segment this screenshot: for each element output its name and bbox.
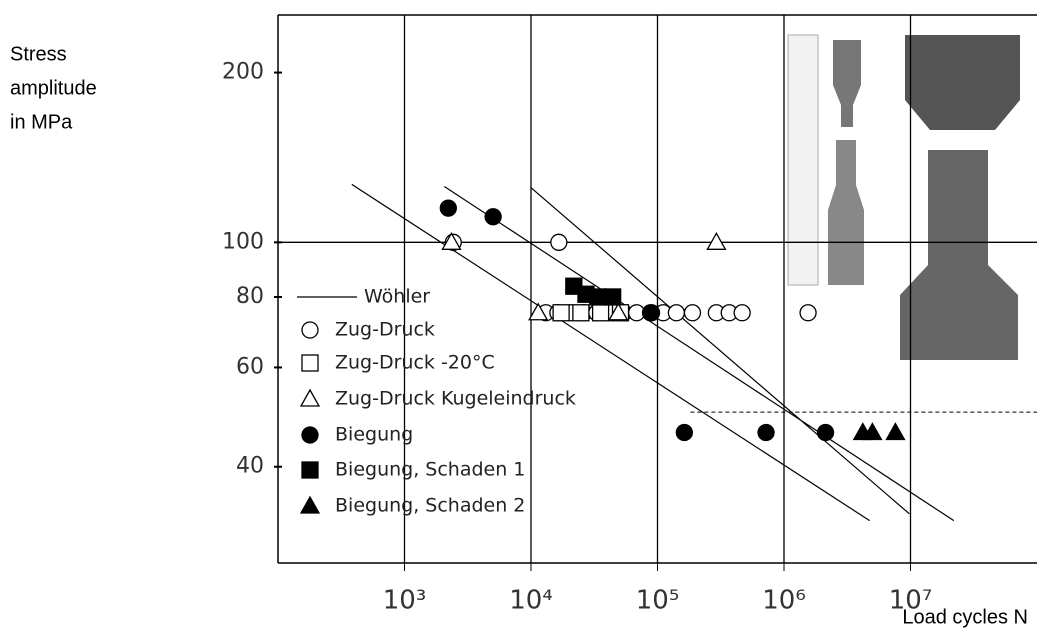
- point: [441, 232, 462, 250]
- legend-label: Zug-Druck Kugeleindruck: [335, 388, 576, 410]
- legend-swatch: [299, 388, 321, 407]
- point: [589, 288, 607, 306]
- point: [642, 304, 661, 322]
- legend-swatch: [301, 461, 319, 479]
- x-tick-label: 10⁷: [889, 586, 933, 616]
- point: [608, 302, 629, 321]
- y-axis-label: Stress: [10, 43, 67, 65]
- point: [757, 423, 775, 442]
- point: [675, 423, 693, 442]
- legend-label: Zug-Druck: [335, 319, 435, 341]
- point: [439, 199, 457, 217]
- x-tick-label: 10⁵: [636, 586, 680, 616]
- y-tick-label: 80: [236, 284, 264, 309]
- legend-swatch: [301, 426, 319, 444]
- legend-swatch: [299, 495, 321, 514]
- wohler-line: [351, 183, 955, 522]
- point: [591, 304, 610, 322]
- point: [484, 208, 502, 226]
- legend-label: Biegung, Schaden 1: [335, 459, 525, 481]
- y-axis-label: amplitude: [10, 77, 97, 99]
- y-tick-label: 40: [236, 454, 264, 479]
- legend-swatch: [301, 321, 319, 339]
- x-axis-label: Load cycles N: [902, 606, 1028, 628]
- point: [528, 302, 549, 321]
- point: [799, 304, 817, 322]
- specimen-photo: [787, 34, 1020, 360]
- point: [550, 233, 568, 251]
- point: [885, 422, 906, 441]
- y-axis-label: in MPa: [10, 111, 73, 133]
- y-tick-label: 200: [222, 60, 264, 85]
- legend-swatch: [301, 354, 319, 372]
- point: [816, 423, 835, 442]
- point: [683, 304, 702, 322]
- point: [552, 304, 570, 322]
- x-tick-label: 10³: [383, 586, 427, 616]
- legend-label: Wöhler: [364, 286, 430, 308]
- y-tick-label: 60: [236, 354, 264, 379]
- point: [572, 304, 590, 322]
- point: [706, 232, 727, 250]
- point: [603, 288, 622, 306]
- point: [667, 304, 686, 322]
- point: [862, 422, 883, 441]
- x-tick-label: 10⁴: [509, 586, 553, 616]
- y-tick-label: 100: [222, 229, 264, 254]
- legend-label: Biegung, Schaden 2: [335, 495, 525, 517]
- legend-label: Zug-Druck -20°C: [335, 352, 495, 374]
- point: [733, 304, 751, 322]
- legend-label: Biegung: [335, 424, 413, 446]
- x-tick-label: 10⁶: [762, 586, 806, 616]
